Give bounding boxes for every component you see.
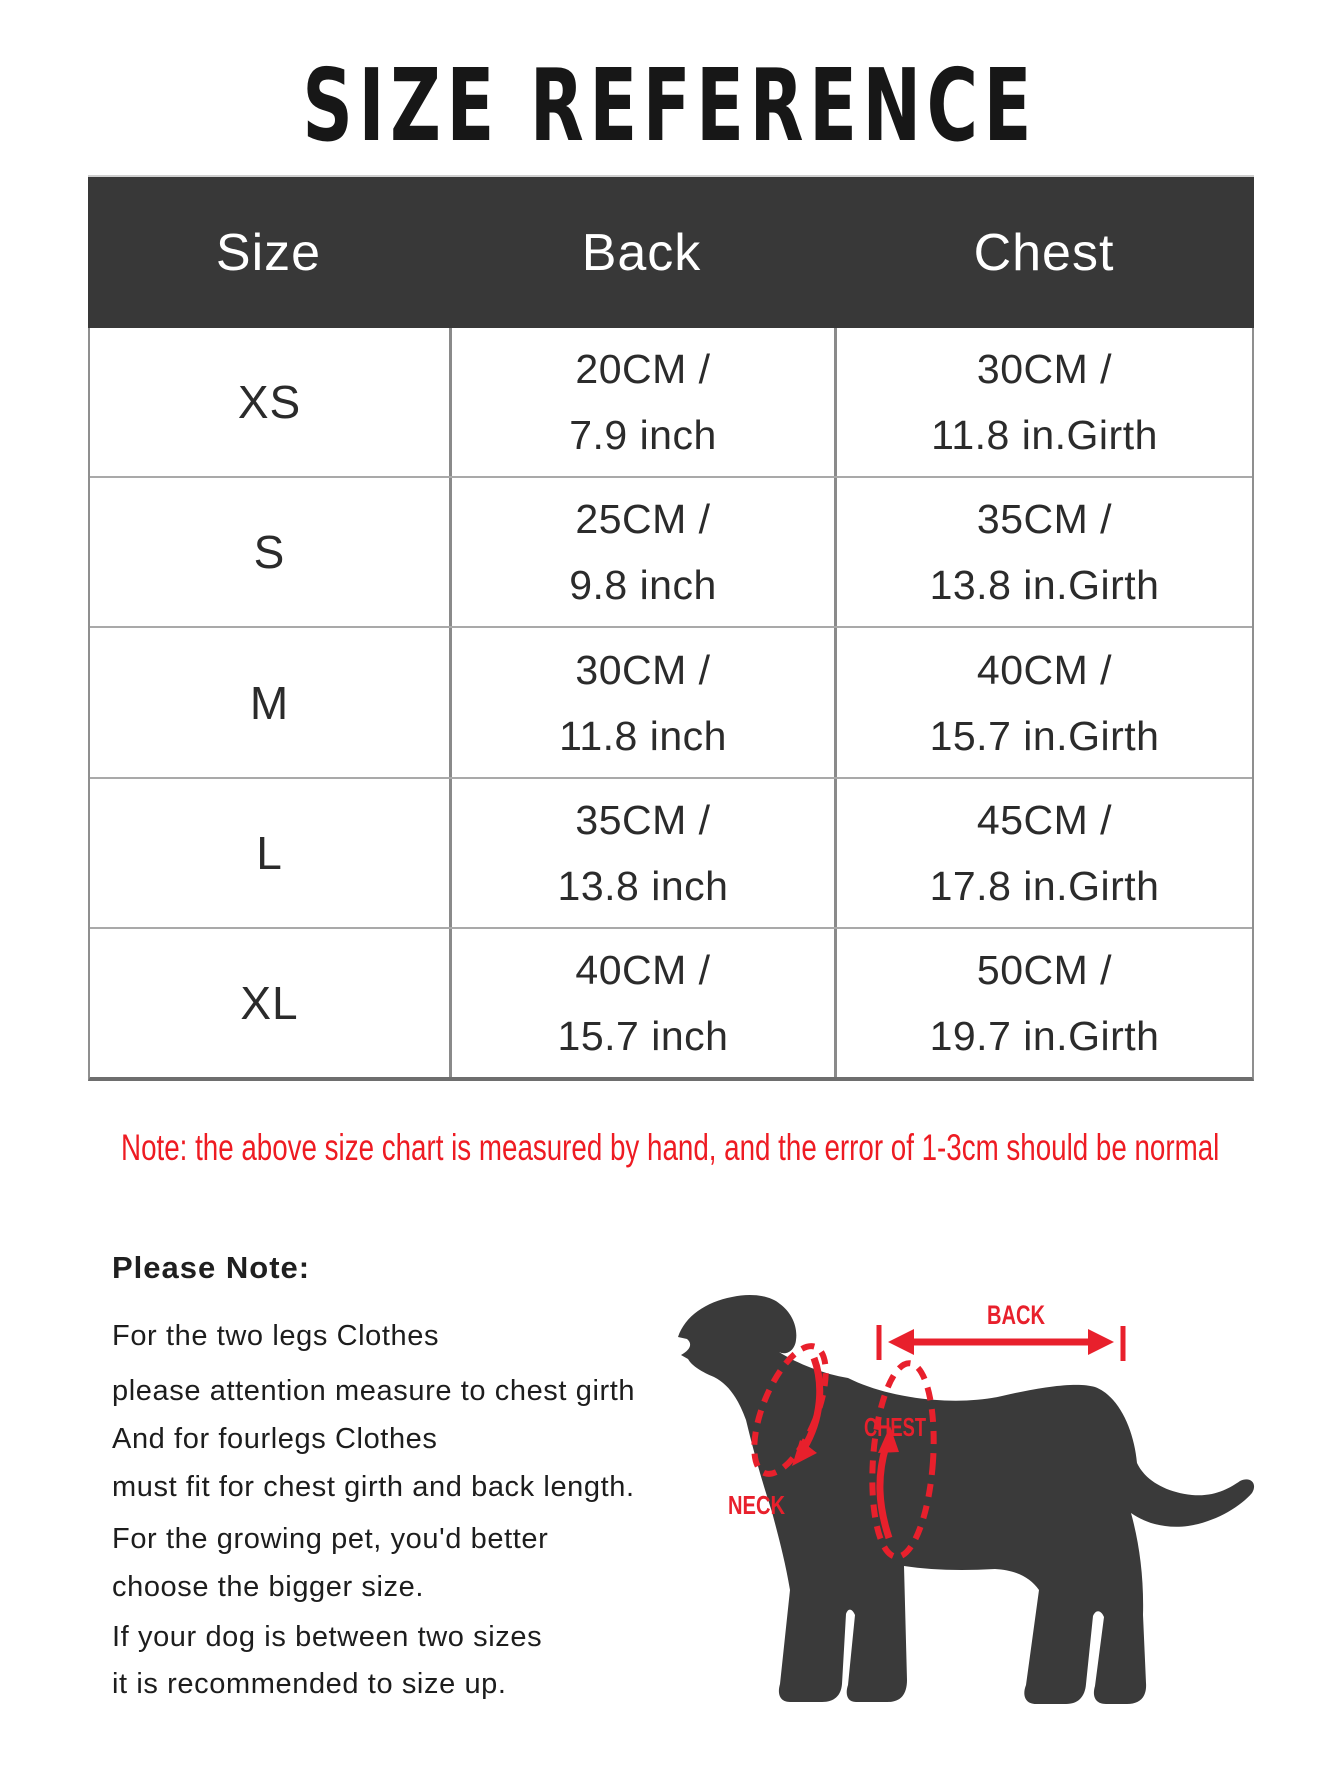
table-row-m: M 30CM / 11.8 inch 40CM / 15.7 in.Girth	[90, 626, 1252, 777]
header-back: Back	[581, 223, 702, 282]
back-arrowhead-right	[1088, 1329, 1114, 1355]
please-note-line: it is recommended to size up.	[112, 1668, 507, 1700]
header-chest: Chest	[973, 223, 1115, 282]
cell-size: M	[249, 676, 290, 729]
measure-note-wrap: Note: the above size chart is measured b…	[0, 1124, 1340, 1172]
please-note-line: If your dog is between two sizes	[112, 1621, 543, 1653]
back-cm: 35CM /	[575, 796, 711, 843]
cell-back: 20CM / 7.9 inch	[449, 328, 834, 477]
cell-chest: 40CM / 15.7 in.Girth	[834, 628, 1252, 777]
back-cm: 20CM /	[575, 346, 711, 393]
dog-measure-diagram: BACK NECK CHEST	[678, 1295, 1255, 1704]
chest-arrowhead	[878, 1426, 899, 1453]
chest-ellipse	[869, 1360, 937, 1560]
please-note-line: please attention measure to chest girth	[112, 1375, 636, 1407]
back-inch: 15.7 inch	[557, 1012, 729, 1059]
cell-chest: 50CM / 19.7 in.Girth	[834, 928, 1252, 1078]
back-arrowhead-left	[888, 1329, 914, 1355]
neck-arrow-arc	[800, 1356, 824, 1450]
size-table-body: XS 20CM / 7.9 inch 30CM / 11.8 in.Girth …	[88, 328, 1254, 1081]
cell-back: 25CM / 9.8 inch	[449, 478, 834, 627]
chest-cm: 45CM /	[976, 796, 1113, 843]
please-note-line: choose the bigger size.	[112, 1571, 425, 1603]
cell-size: S	[253, 526, 286, 579]
chest-arrow-arc	[876, 1444, 893, 1540]
chest-label: CHEST	[864, 1412, 926, 1442]
neck-arrowhead	[792, 1440, 817, 1466]
please-note-heading: Please Note:	[112, 1250, 311, 1285]
chest-cm: 35CM /	[976, 496, 1113, 543]
please-note-line: And for fourlegs Clothes	[112, 1423, 438, 1455]
chest-cm: 50CM /	[976, 946, 1113, 993]
back-inch: 11.8 inch	[559, 712, 727, 759]
chest-inch: 13.8 in.Girth	[929, 562, 1160, 609]
please-note-line: must fit for chest girth and back length…	[112, 1471, 635, 1503]
chest-inch: 17.8 in.Girth	[929, 862, 1160, 909]
table-row-s: S 25CM / 9.8 inch 35CM / 13.8 in.Girth	[90, 476, 1252, 627]
please-note-line: For the two legs Clothes	[112, 1320, 440, 1352]
back-label: BACK	[987, 1300, 1045, 1330]
chest-inch: 19.7 in.Girth	[929, 1012, 1160, 1059]
chest-inch: 11.8 in.Girth	[931, 412, 1158, 459]
neck-label: NECK	[728, 1490, 785, 1520]
table-row-xs: XS 20CM / 7.9 inch 30CM / 11.8 in.Girth	[90, 328, 1252, 477]
back-inch: 13.8 inch	[557, 862, 729, 909]
back-cm: 30CM /	[575, 646, 711, 693]
cell-back: 30CM / 11.8 inch	[449, 628, 834, 777]
table-row-l: L 35CM / 13.8 inch 45CM / 17.8 in.Girth	[90, 776, 1252, 927]
cell-chest: 30CM / 11.8 in.Girth	[834, 328, 1252, 477]
chest-cm: 40CM /	[976, 646, 1113, 693]
cell-chest: 45CM / 17.8 in.Girth	[834, 778, 1252, 927]
table-row-xl: XL 40CM / 15.7 inch 50CM / 19.7 in.Girth	[90, 926, 1252, 1078]
back-cm: 25CM /	[575, 496, 711, 543]
cell-size: L	[256, 826, 283, 879]
back-inch: 7.9 inch	[569, 412, 717, 459]
size-table-header: Size Back Chest	[88, 177, 1254, 328]
size-table: Size Back Chest XS 20CM / 7.9 inch 30CM …	[88, 175, 1254, 1081]
cell-size: XS	[237, 376, 302, 429]
chest-cm: 30CM /	[976, 346, 1113, 393]
chest-inch: 15.7 in.Girth	[929, 712, 1160, 759]
measure-note: Note: the above size chart is measured b…	[120, 1127, 1220, 1168]
back-inch: 9.8 inch	[569, 562, 717, 609]
please-note-line: For the growing pet, you'd better	[112, 1523, 549, 1555]
header-size: Size	[215, 223, 322, 282]
cell-back: 40CM / 15.7 inch	[449, 928, 834, 1078]
page-title: SIZE REFERENCE	[302, 46, 1038, 164]
page-title-wrap: SIZE REFERENCE	[0, 47, 1340, 164]
back-cm: 40CM /	[575, 946, 711, 993]
cell-size: XL	[240, 976, 299, 1029]
cell-back: 35CM / 13.8 inch	[449, 778, 834, 927]
cell-chest: 35CM / 13.8 in.Girth	[834, 478, 1252, 627]
